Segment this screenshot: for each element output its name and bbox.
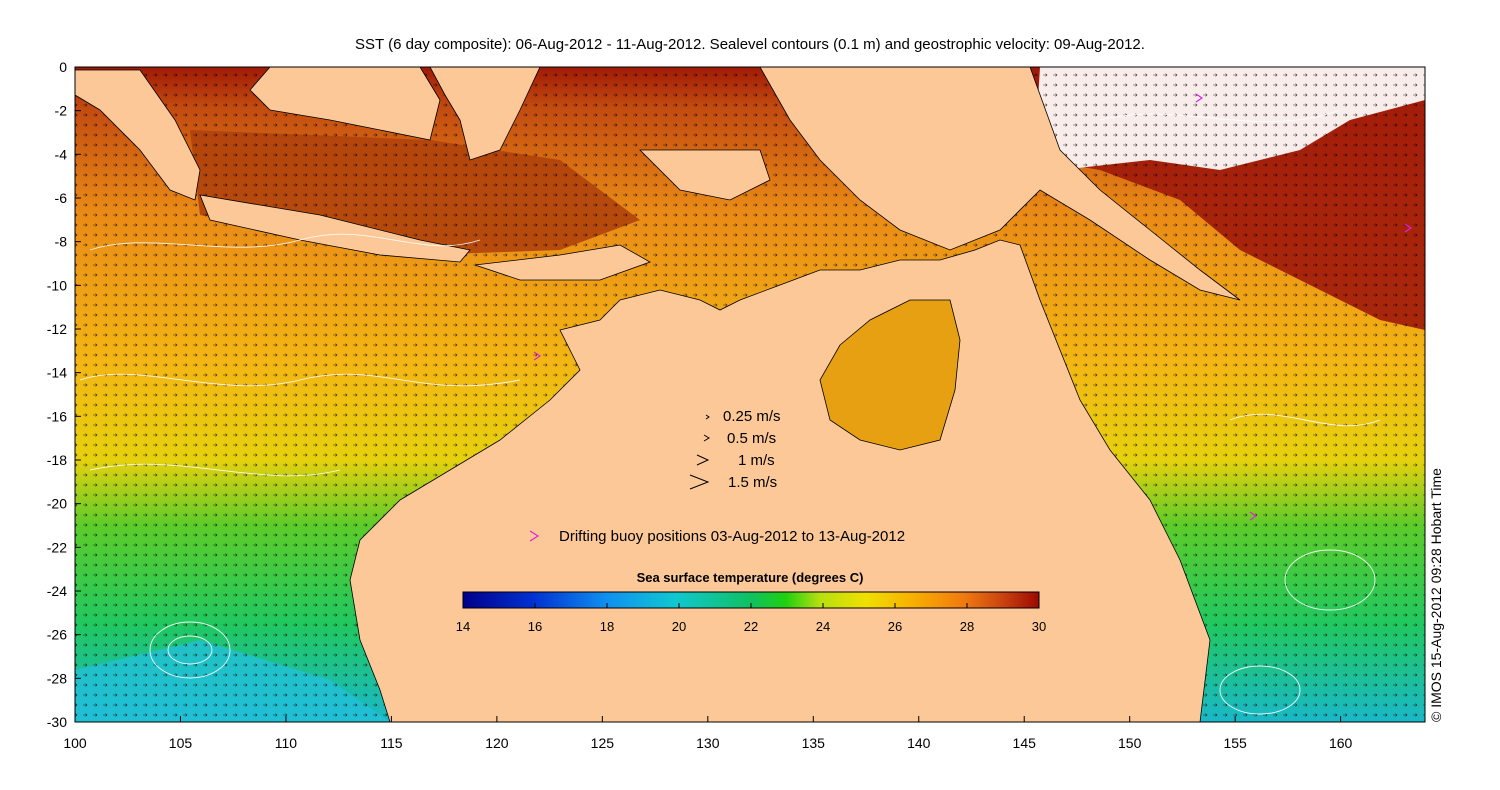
velocity-label-1.5: 1.5 m/s — [728, 474, 777, 491]
x-tick-label: 160 — [1329, 735, 1353, 751]
velocity-label-1: 1 m/s — [738, 452, 775, 469]
y-tick-label: -18 — [47, 452, 67, 468]
x-axis-labels: 100 105 110 115 120 125 130 135 140 145 150 155 160 — [63, 735, 1352, 751]
velocity-arrow-0.5 — [703, 434, 710, 442]
buoy-legend-marker — [529, 530, 540, 542]
y-tick-label: -12 — [47, 321, 67, 337]
buoy-markers — [533, 93, 1413, 521]
y-tick-label: -6 — [55, 190, 68, 206]
x-tick-label: 140 — [907, 735, 931, 751]
x-tick-label: 110 — [275, 735, 298, 751]
colorbar-tick-label: 28 — [960, 619, 974, 634]
colorbar-tick-label: 14 — [456, 619, 470, 634]
x-tick-label: 135 — [802, 735, 826, 751]
y-tick-label: -2 — [55, 103, 68, 119]
y-tick-label: -8 — [55, 234, 68, 250]
x-tick-label: 145 — [1013, 735, 1037, 751]
colorbar-tick-label: 18 — [600, 619, 614, 634]
map-title: SST (6 day composite): 06-Aug-2012 - 11-… — [355, 36, 1145, 53]
colorbar: Sea surface temperature (degrees C) 14 16… — [456, 570, 1046, 634]
colorbar-tick-label: 26 — [888, 619, 902, 634]
colorbar-tick-label: 30 — [1032, 619, 1046, 634]
x-tick-label: 115 — [380, 735, 403, 751]
x-tick-label: 150 — [1118, 735, 1142, 751]
x-tick-label: 105 — [169, 735, 193, 751]
colorbar-tick-label: 20 — [672, 619, 686, 634]
y-tick-label: -16 — [47, 408, 67, 424]
x-tick-label: 130 — [696, 735, 720, 751]
credit-text: © IMOS 15-Aug-2012 09:28 Hobart Time — [1428, 468, 1444, 722]
sealevel-contours — [79, 109, 1381, 715]
y-axis-labels: 0 -2 -4 -6 -8 -10 -12 -14 -16 -18 -20 -22 -24 -26 -28 -… — [47, 59, 67, 730]
y-tick-label: -28 — [47, 670, 67, 686]
y-tick-label: -24 — [47, 583, 67, 599]
colorbar-tick-label: 16 — [528, 619, 542, 634]
x-tick-label: 125 — [591, 735, 615, 751]
velocity-legend: 0.25 m/s 0.5 m/s 1 m/s 1.5 m/s — [689, 408, 781, 491]
velocity-label-0.5: 0.5 m/s — [727, 430, 776, 447]
velocity-arrow-1.5 — [689, 474, 710, 490]
x-tick-label: 120 — [485, 735, 509, 751]
colorbar-tick-label: 24 — [816, 619, 830, 634]
y-tick-label: -10 — [47, 277, 67, 293]
y-tick-label: -4 — [55, 146, 68, 162]
y-tick-label: -20 — [47, 496, 67, 512]
velocity-arrow-0.25 — [705, 414, 710, 420]
y-tick-label: -26 — [47, 627, 67, 643]
y-tick-label: -22 — [47, 539, 67, 555]
sst-field — [75, 67, 1425, 722]
colorbar-ticks: 14 16 18 20 22 24 26 28 30 — [456, 603, 1046, 634]
y-tick-label: 0 — [59, 59, 67, 75]
plot-frame — [74, 66, 1426, 723]
x-tick-label: 155 — [1223, 735, 1247, 751]
velocity-label-0.25: 0.25 m/s — [723, 408, 781, 425]
y-tick-label: -30 — [47, 714, 67, 730]
buoy-legend-label: Drifting buoy positions 03-Aug-2012 to 1… — [559, 528, 905, 545]
velocity-arrow-1 — [696, 454, 710, 466]
axis-ticks — [74, 66, 1342, 723]
buoy-legend: Drifting buoy positions 03-Aug-2012 to 1… — [529, 528, 905, 545]
colorbar-tick-label: 22 — [744, 619, 758, 634]
y-tick-label: -14 — [47, 365, 67, 381]
x-tick-label: 100 — [63, 735, 87, 751]
colorbar-title: Sea surface temperature (degrees C) — [637, 570, 864, 585]
